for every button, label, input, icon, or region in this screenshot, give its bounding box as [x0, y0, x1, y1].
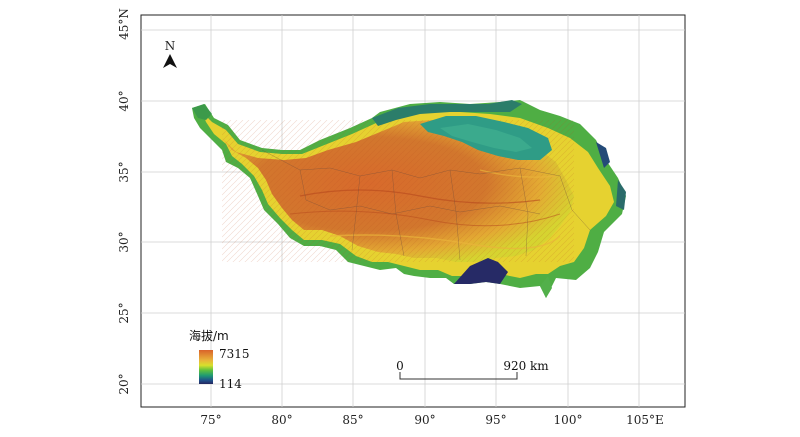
lon-tick-label: 75°	[200, 413, 221, 427]
legend-min-label: 114	[219, 377, 242, 391]
lon-tick-label: 90°	[414, 413, 435, 427]
legend-max-label: 7315	[219, 347, 250, 361]
lat-tick-label: 45°N	[117, 8, 131, 40]
legend-title: 海拔/m	[189, 328, 229, 343]
lon-tick-label: 85°	[342, 413, 363, 427]
north-arrow-label: N	[165, 39, 176, 53]
lon-tick-label: 105°E	[626, 413, 664, 427]
scale-end-label: 920 km	[503, 359, 549, 373]
lon-tick-label: 95°	[485, 413, 506, 427]
latitude-labels: 45°N 40° 35° 30° 25° 20°	[117, 8, 131, 395]
longitude-labels: 75° 80° 85° 90° 95° 100° 105°E	[200, 413, 663, 427]
tibetan-plateau-elevation	[192, 100, 626, 298]
north-arrow-icon	[163, 54, 177, 68]
scale-start-label: 0	[396, 359, 404, 373]
lat-tick-label: 35°	[117, 161, 131, 182]
lon-tick-label: 80°	[271, 413, 292, 427]
lat-tick-label: 40°	[117, 90, 131, 111]
scale-bar: 0 920 km	[396, 359, 549, 380]
lat-tick-label: 20°	[117, 373, 131, 394]
lat-tick-label: 30°	[117, 231, 131, 252]
legend-color-ramp	[199, 350, 213, 384]
scale-bar-line	[399, 372, 518, 380]
lon-tick-label: 100°	[554, 413, 583, 427]
north-arrow: N	[163, 39, 177, 68]
elevation-legend: 海拔/m 7315 114	[189, 328, 250, 391]
lat-tick-label: 25°	[117, 302, 131, 323]
